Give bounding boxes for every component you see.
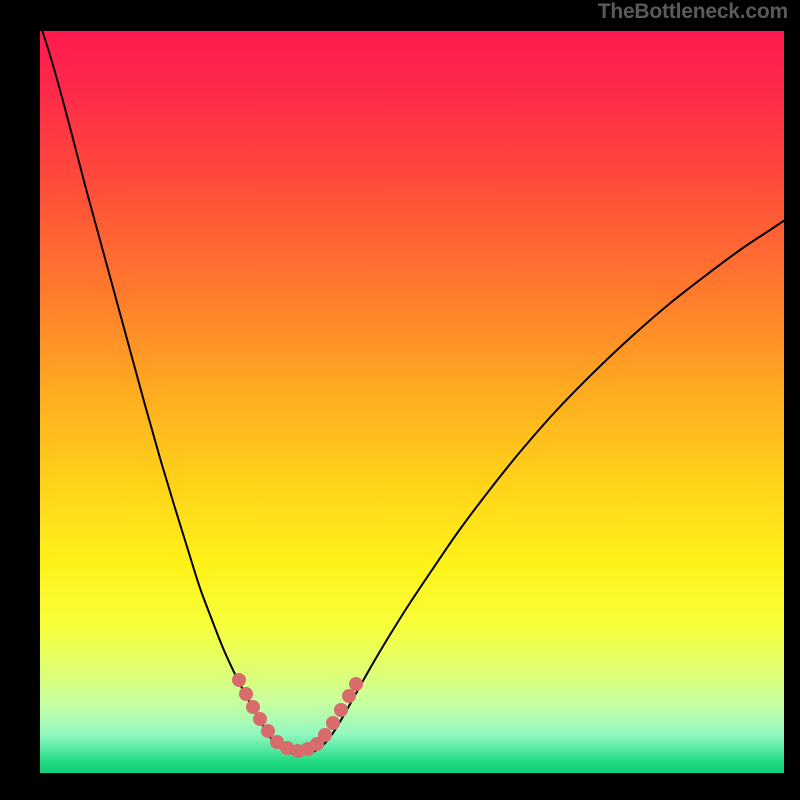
bottleneck-chart bbox=[0, 0, 800, 800]
chart-container: TheBottleneck.com bbox=[0, 0, 800, 800]
watermark-text: TheBottleneck.com bbox=[598, 0, 788, 24]
plot-background bbox=[40, 31, 784, 773]
